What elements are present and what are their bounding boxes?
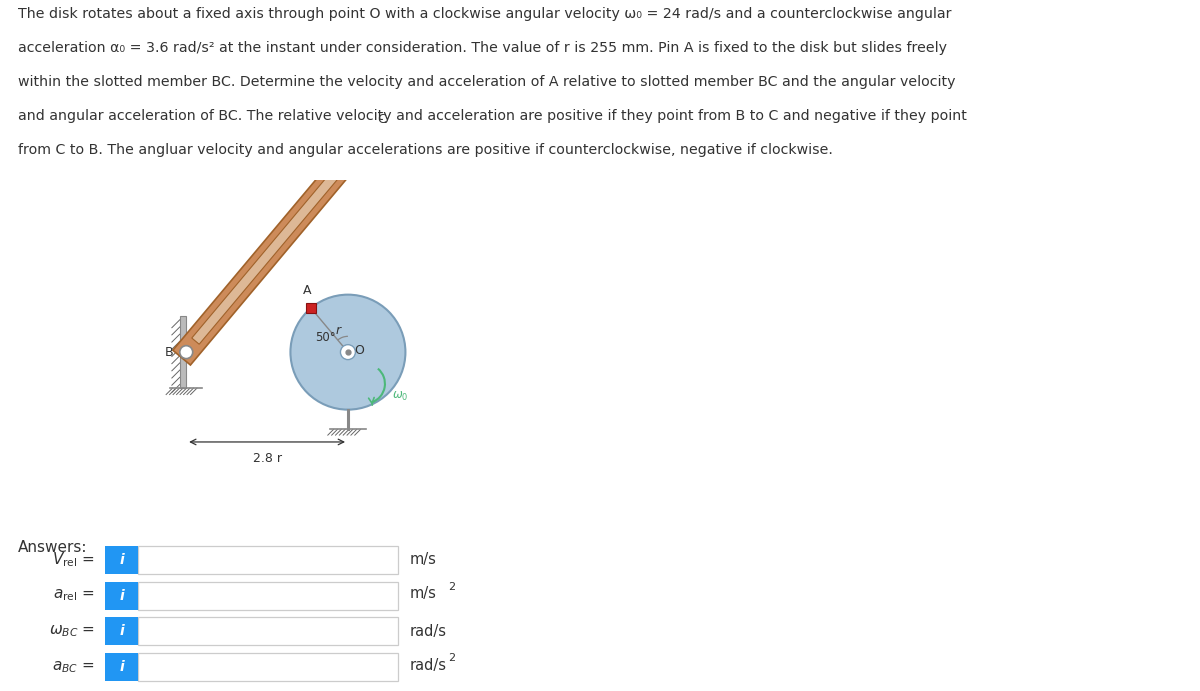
Text: i: i — [119, 553, 124, 567]
Circle shape — [290, 294, 406, 410]
Text: i: i — [119, 660, 124, 674]
Text: $\omega_0$: $\omega_0$ — [392, 390, 408, 403]
Text: 2: 2 — [448, 653, 455, 663]
Text: $\omega_{BC}$ =: $\omega_{BC}$ = — [49, 623, 95, 639]
Text: $a_{BC}$ =: $a_{BC}$ = — [53, 659, 95, 675]
Text: 2: 2 — [448, 582, 455, 591]
Text: 50°: 50° — [316, 331, 336, 344]
Text: i: i — [119, 625, 124, 638]
Text: and angular acceleration of BC. The relative velocity and acceleration are posit: and angular acceleration of BC. The rela… — [18, 109, 967, 123]
Text: rad/s: rad/s — [410, 624, 446, 639]
Bar — [138, 546, 398, 574]
Text: from C to B. The angluar velocity and angular accelerations are positive if coun: from C to B. The angluar velocity and an… — [18, 144, 833, 158]
Text: rad/s: rad/s — [410, 658, 446, 672]
Text: m/s: m/s — [410, 552, 437, 567]
Polygon shape — [192, 126, 377, 344]
Text: The disk rotates about a fixed axis through point O with a clockwise angular vel: The disk rotates about a fixed axis thro… — [18, 7, 952, 21]
Bar — [106, 582, 138, 609]
Bar — [180, 316, 186, 388]
Text: C: C — [377, 113, 385, 126]
Text: r: r — [336, 323, 341, 337]
Bar — [106, 618, 138, 645]
Text: $a_{\rm rel}$ =: $a_{\rm rel}$ = — [53, 588, 95, 603]
Bar — [138, 618, 398, 645]
Text: B: B — [166, 346, 174, 359]
Bar — [306, 303, 316, 313]
Circle shape — [341, 345, 355, 359]
Text: i: i — [119, 589, 124, 603]
Text: acceleration α₀ = 3.6 rad/s² at the instant under consideration. The value of r : acceleration α₀ = 3.6 rad/s² at the inst… — [18, 41, 947, 55]
Text: m/s: m/s — [410, 586, 437, 601]
Text: within the slotted member BC. Determine the velocity and acceleration of A relat: within the slotted member BC. Determine … — [18, 75, 955, 89]
Bar — [138, 582, 398, 609]
Bar — [106, 653, 138, 681]
Text: A: A — [304, 284, 312, 297]
Text: 2.8 r: 2.8 r — [252, 452, 282, 465]
Polygon shape — [173, 119, 384, 365]
Text: $V_{\rm rel}$ =: $V_{\rm rel}$ = — [53, 551, 95, 569]
Circle shape — [180, 346, 193, 359]
Text: Answers:: Answers: — [18, 540, 88, 555]
Bar — [106, 546, 138, 574]
Text: O: O — [354, 344, 365, 357]
Bar — [138, 653, 398, 681]
